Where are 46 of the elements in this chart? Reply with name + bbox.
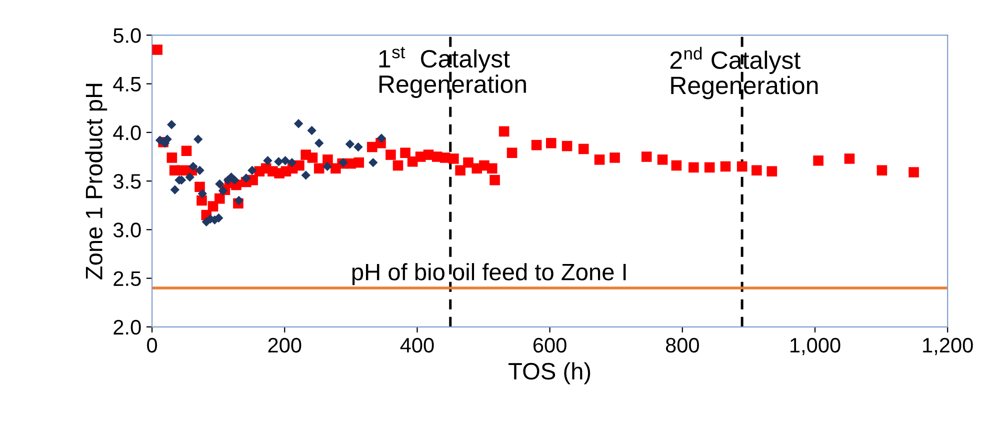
y-tick-label: 2.0 bbox=[114, 320, 141, 335]
y-tick-label: 3.0 bbox=[113, 222, 141, 238]
point bbox=[185, 172, 194, 182]
point bbox=[198, 189, 208, 198]
point bbox=[376, 134, 386, 143]
x-tick-label: 400 bbox=[400, 338, 434, 353]
point bbox=[215, 179, 224, 189]
x-axis-title: TOS (h) bbox=[508, 362, 590, 384]
point bbox=[230, 175, 240, 185]
point bbox=[234, 196, 244, 206]
ref-line-label: 1$^{st}$ Catalyst Regeneration bbox=[379, 46, 526, 98]
y-tick-label: 3.5 bbox=[113, 174, 141, 189]
point bbox=[301, 170, 310, 180]
y-tick-label: 5.0 bbox=[113, 28, 141, 43]
point bbox=[322, 162, 332, 172]
point bbox=[287, 158, 297, 168]
x-tick-label: 1,200 bbox=[923, 338, 973, 356]
point bbox=[248, 166, 257, 175]
point bbox=[314, 138, 324, 148]
point bbox=[345, 139, 355, 149]
point bbox=[354, 142, 363, 152]
ref-line-label: pH of bio oil feed to Zone I bbox=[352, 263, 626, 286]
point bbox=[195, 166, 204, 175]
point bbox=[214, 213, 224, 223]
y-axis-title: Zone 1 Product pH bbox=[85, 84, 108, 280]
point bbox=[274, 156, 284, 166]
point bbox=[218, 186, 228, 196]
point bbox=[263, 156, 272, 166]
point bbox=[188, 162, 198, 172]
point bbox=[294, 119, 304, 128]
point bbox=[194, 134, 203, 144]
x-tick-label: 0 bbox=[147, 338, 158, 353]
point bbox=[166, 120, 176, 130]
x-tick-label: 200 bbox=[268, 338, 302, 353]
ref-line-label: 2$^{nd}$ Catalyst Regeneration bbox=[670, 46, 818, 100]
point bbox=[307, 126, 316, 136]
x-tick-label: 600 bbox=[533, 338, 566, 353]
point bbox=[242, 174, 251, 183]
y-tick-label: 2.5 bbox=[114, 271, 141, 286]
point bbox=[368, 158, 378, 168]
point bbox=[170, 185, 180, 194]
y-tick-label: 4.0 bbox=[113, 125, 141, 140]
point bbox=[280, 156, 290, 166]
y-tick-label: 4.5 bbox=[113, 77, 141, 92]
x-tick-label: 800 bbox=[666, 338, 699, 353]
x-tick-label: 1,000 bbox=[790, 338, 840, 356]
